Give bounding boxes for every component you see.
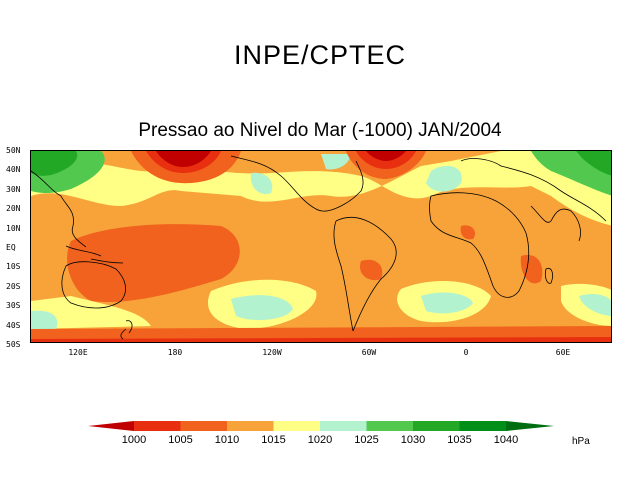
lat-label: 20S	[6, 282, 21, 291]
field-icelandic-low-core	[366, 151, 406, 161]
field-australia-band	[31, 296, 151, 329]
coastline-east-asia	[31, 170, 87, 248]
lat-label: 40N	[6, 165, 21, 174]
legend-label: 1005	[168, 434, 193, 446]
legend-label: 1020	[307, 434, 333, 446]
coastline-australia	[61, 261, 126, 309]
field-se-pacific-high-core	[231, 295, 293, 321]
legend-label: 1010	[214, 434, 240, 446]
field-azores-high	[321, 154, 351, 170]
field-asian-high-core	[576, 151, 611, 176]
lat-label: 10S	[6, 262, 21, 271]
lon-label: 120E	[68, 348, 88, 357]
legend-swatch-1010-1015	[227, 421, 274, 431]
lon-label: 60W	[361, 348, 377, 357]
legend-swatch-1020-1025	[320, 421, 367, 431]
lat-label: 40S	[6, 321, 21, 330]
legend-label: 1030	[400, 434, 426, 446]
pressure-map	[30, 150, 612, 343]
coastline-south-america-west	[333, 220, 354, 332]
field-south-america-low	[360, 259, 383, 281]
field-indian-ocean-high-core	[579, 294, 611, 316]
field-atlantic-high	[426, 165, 462, 192]
legend-label: 1035	[447, 434, 472, 446]
lat-label: 50S	[6, 340, 21, 349]
institution-title: INPE/CPTEC	[233, 40, 407, 70]
lat-label: 10N	[6, 224, 21, 233]
coastline-africa	[429, 192, 530, 298]
legend-label: 1000	[121, 434, 147, 446]
coastline-madagascar	[544, 267, 554, 284]
lat-label: 20N	[6, 204, 21, 213]
coastline-north-america	[230, 155, 364, 212]
legend-swatch-1015-1020	[273, 421, 320, 431]
lat-label: 50N	[6, 146, 21, 155]
field-western-pacific-low	[67, 224, 240, 302]
legend-units: hPa	[572, 436, 590, 447]
color-legend	[88, 421, 554, 431]
legend-swatch-1035-1040	[459, 421, 506, 431]
coastlines	[31, 155, 607, 340]
lon-label: 0	[463, 348, 469, 357]
field-eastern-pacific-high	[250, 172, 273, 195]
coastline-south-america-east	[335, 216, 397, 332]
field-aleutian-low-core	[156, 151, 211, 167]
legend-label: 1025	[354, 434, 379, 446]
legend-label: 1015	[261, 434, 286, 446]
legend-swatch-1025-1030	[366, 421, 413, 431]
lon-label: 120W	[262, 348, 282, 357]
legend-swatch-1030-1035	[413, 421, 460, 431]
legend-swatch-below-1000	[88, 421, 134, 431]
legend-swatch-1000-1005	[134, 421, 181, 431]
coastline-new-zealand	[120, 320, 133, 340]
field-central-africa-low	[460, 225, 476, 240]
legend-swatch-1005-1010	[180, 421, 227, 431]
lon-label: 180	[167, 348, 183, 357]
lat-label: EQ	[6, 243, 16, 252]
legend-label: 1040	[493, 434, 519, 446]
pressure-field	[31, 151, 611, 342]
field-australia-high	[31, 310, 58, 331]
field-southern-ocean-low-inner	[31, 337, 611, 342]
coastline-eurasia	[460, 158, 607, 222]
legend-swatch-above-1040	[506, 421, 554, 431]
lon-label: 60E	[555, 348, 571, 357]
field-pacific-high-core	[31, 151, 78, 176]
coastline-indonesia	[65, 245, 124, 264]
field-africa-low	[520, 254, 543, 284]
field-south-atlantic-high-core	[421, 292, 473, 314]
lat-label: 30S	[6, 301, 21, 310]
lat-label: 30N	[6, 185, 21, 194]
map-title: Pressao ao Nivel do Mar (-1000) JAN/2004	[138, 120, 502, 141]
coastline-south-asia	[530, 205, 581, 242]
